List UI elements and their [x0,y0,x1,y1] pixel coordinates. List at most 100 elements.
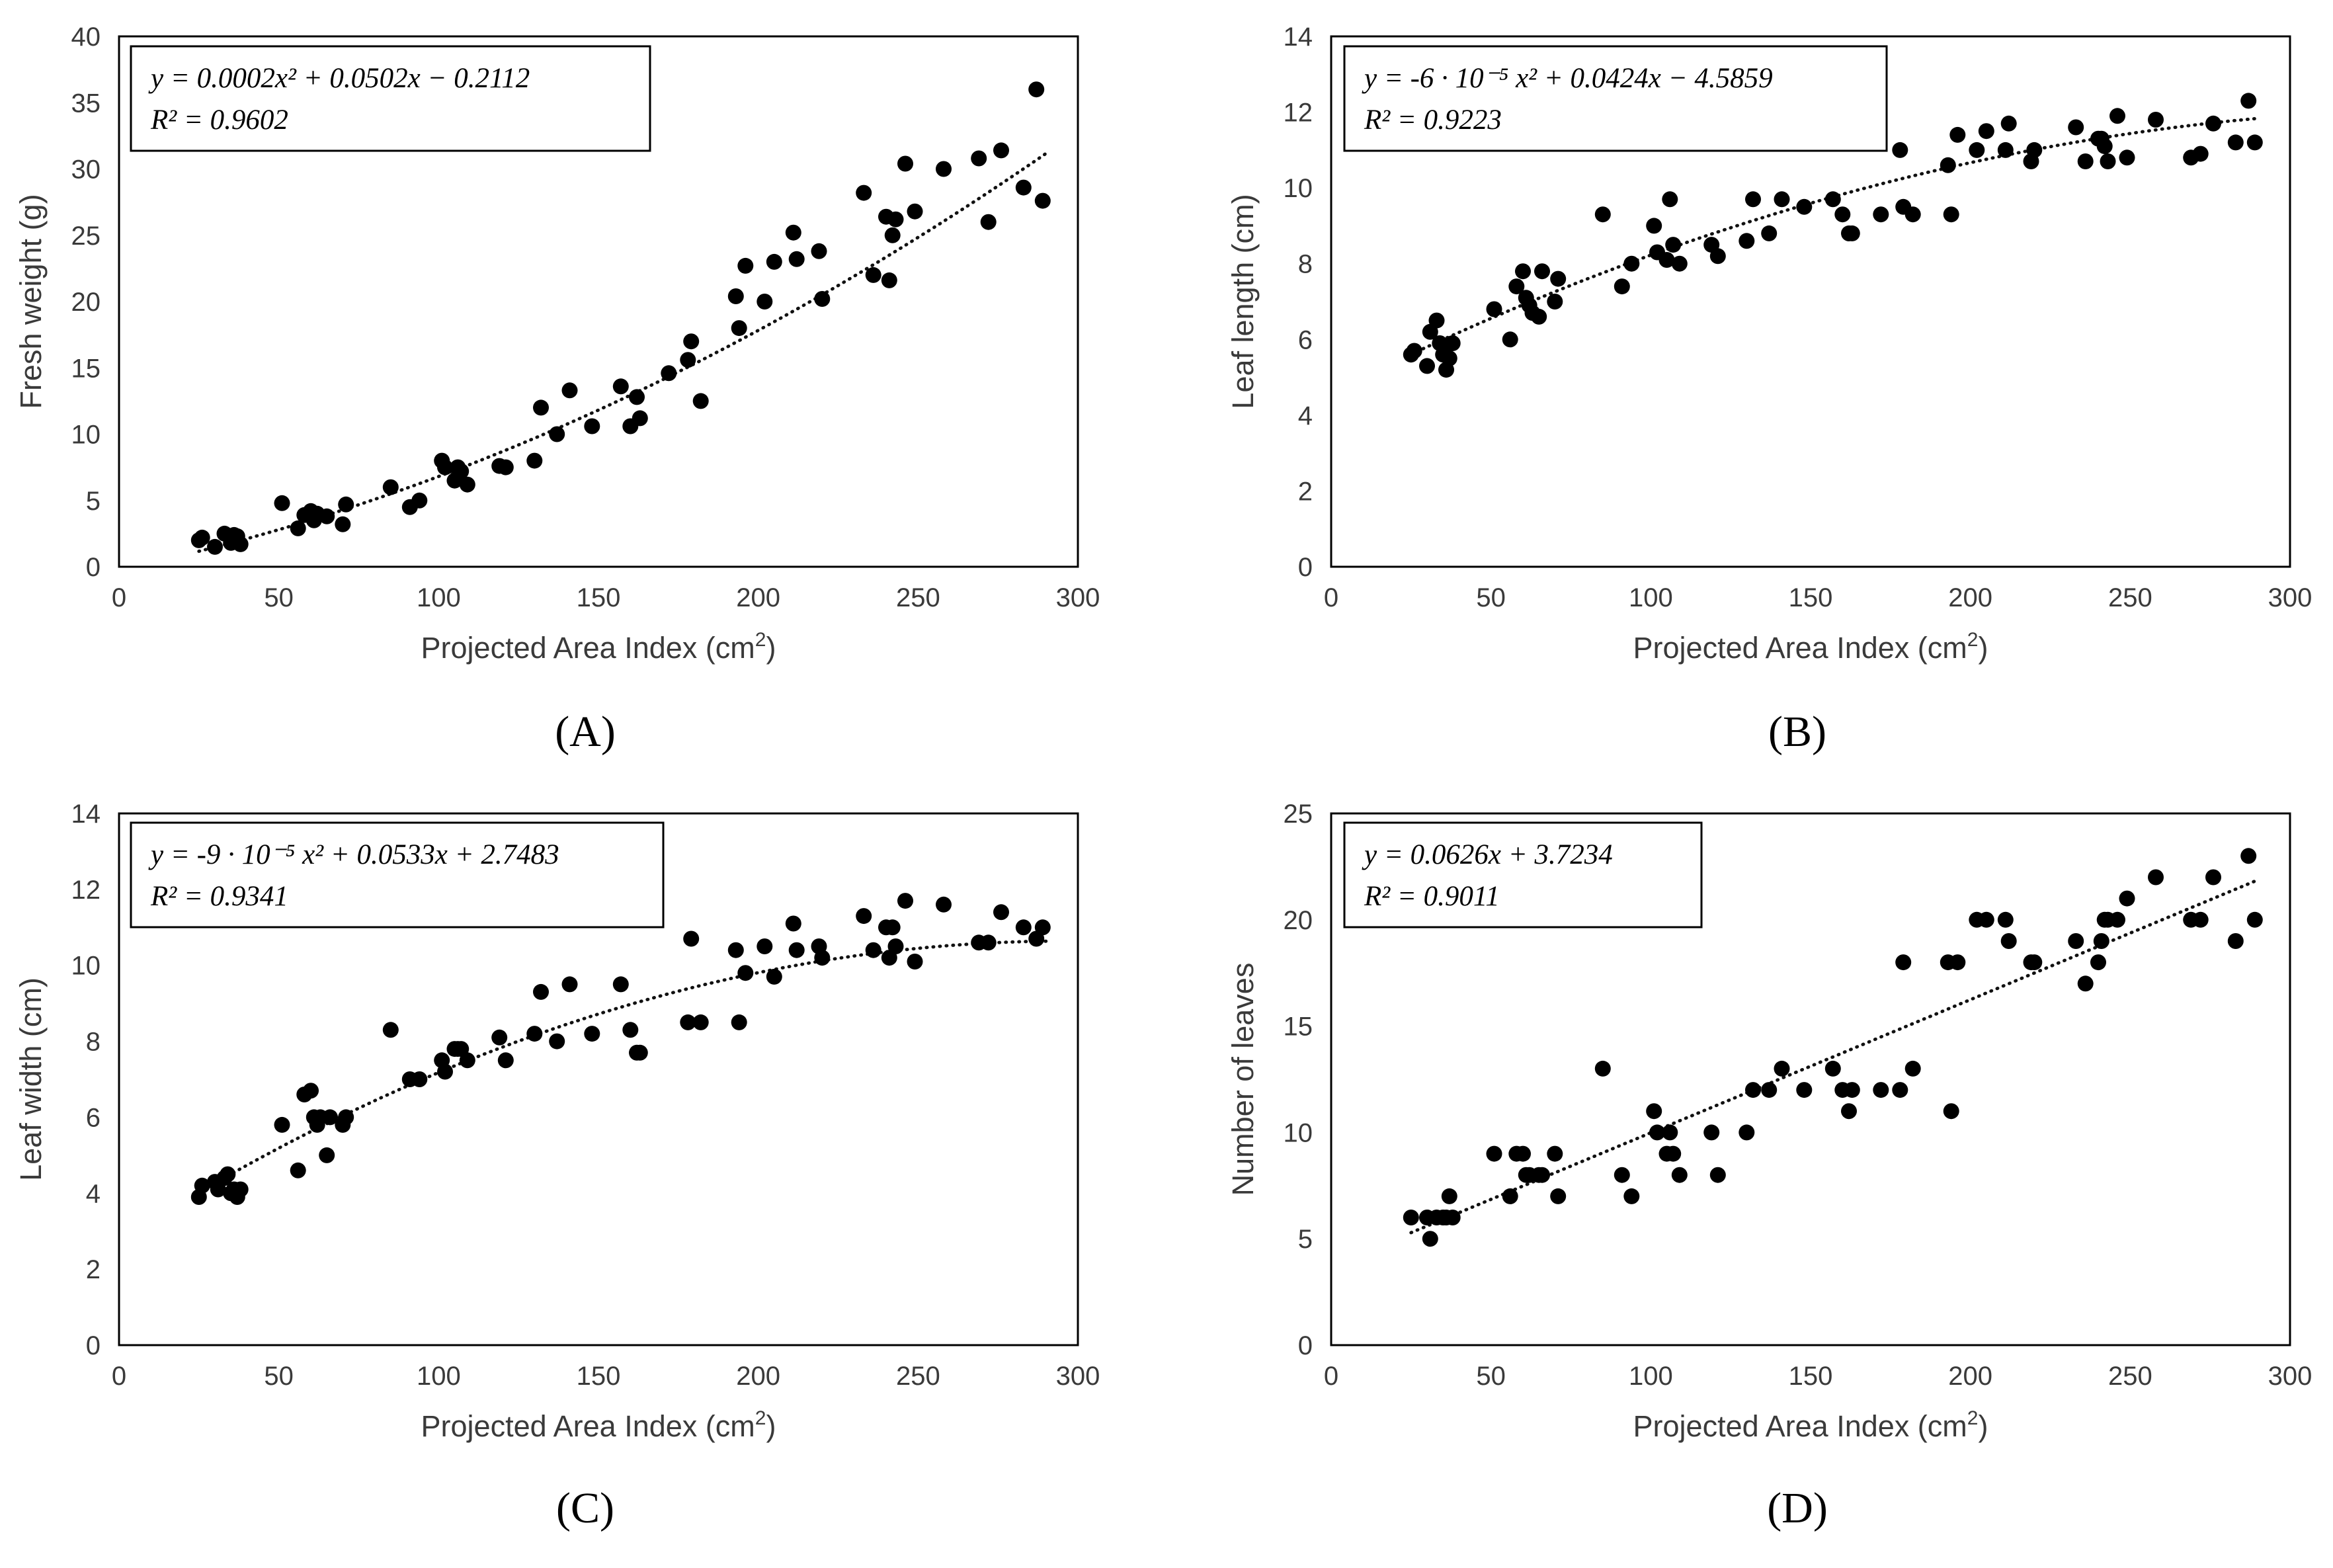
y-tick-label: 0 [1298,553,1313,582]
data-point [881,272,897,288]
data-point [497,1052,514,1069]
data-point [1444,1210,1461,1225]
equation-text: y = 0.0002x² + 0.0502x − 0.2112 [148,63,530,94]
y-tick-label: 15 [71,354,101,383]
x-axis-label-superscript: 2 [755,629,766,651]
data-point [338,1109,354,1126]
y-tick-label: 25 [1284,800,1313,829]
panel-label: (A) [555,708,616,756]
data-point [2077,975,2094,992]
x-tick-label: 50 [264,583,294,612]
data-point [612,976,629,993]
data-point [194,529,210,546]
data-point [2068,933,2084,949]
x-axis-label: Projected Area Index (cm2) [1633,629,1988,665]
data-point [2246,911,2263,928]
data-point [1940,157,1956,173]
data-point [980,934,997,951]
data-point [526,1026,543,1042]
data-point [2227,933,2244,949]
data-point [1796,1082,1813,1098]
data-point [1028,81,1045,98]
data-point [2109,108,2125,124]
data-point [411,492,428,509]
x-tick-label: 300 [1056,1362,1100,1391]
data-point [220,1166,236,1182]
x-tick-label: 300 [2268,583,2313,612]
equation-text: y = -9 · 10⁻⁵ x² + 0.0533x + 2.7483 [148,839,559,870]
data-point [1774,1060,1790,1077]
data-point [1745,1082,1761,1098]
y-tick-label: 14 [1284,22,1313,52]
chart-panel-c: 0 50 100 150 200 250 300 0 2 4 6 8 10 12 14 Projected A… [14,800,1100,1532]
data-point [2192,911,2209,928]
data-point [788,942,805,958]
chart-panel-d: 0 50 100 150 200 250 300 0 5 10 15 20 25 Projected Ar… [1226,800,2312,1532]
data-point [2096,138,2113,155]
y-tick-label: 5 [1298,1225,1313,1254]
y-tick-label: 4 [86,1179,101,1208]
data-point [737,257,754,274]
plot-area-border [118,35,1079,568]
data-point [785,915,801,932]
data-point [971,150,987,167]
x-axis-label-end: ) [766,1409,776,1443]
trendline [1409,116,2260,356]
data-point [1515,1145,1531,1162]
x-tick-label: 0 [1324,1362,1338,1391]
data-point [338,496,354,513]
plot-area-border [1330,35,2291,568]
data-point [897,155,913,172]
data-point [2000,115,2017,132]
data-point [1761,225,1778,241]
y-tick-label: 0 [86,553,101,582]
data-point [980,214,997,230]
y-tick-label: 8 [1298,250,1313,279]
x-tick-label: 0 [112,1362,126,1391]
data-point [1441,1188,1457,1204]
data-point [2119,149,2135,166]
data-point [274,1116,290,1133]
data-point [936,896,952,913]
data-point [1646,1103,1662,1120]
y-tick-label: 10 [1284,174,1313,203]
data-point [2205,869,2221,886]
data-point [632,1044,648,1061]
data-point [232,1181,249,1198]
x-tick-label: 0 [112,583,126,612]
x-tick-label: 100 [417,583,461,612]
data-point [1709,248,1726,265]
data-point [1665,1145,1682,1162]
data-point [549,1033,565,1050]
data-point [1997,142,2014,158]
x-axis-label-end: ) [766,631,776,665]
data-point [1665,237,1682,253]
data-point [1508,278,1525,295]
data-point [1841,1103,1857,1120]
data-point [1662,191,1678,208]
data-point [1515,263,1531,280]
y-tick-label: 35 [71,89,101,118]
data-point [1614,1167,1630,1183]
y-axis-label: Leaf length (cm) [1226,194,1260,409]
data-point [661,365,677,382]
data-point [727,942,744,958]
data-point [1441,350,1457,366]
equation-text: y = 0.0626x + 3.7234 [1362,839,1613,870]
data-point [692,1014,709,1030]
data-point [887,211,904,227]
data-point [1739,1124,1755,1141]
data-point [1873,1082,1889,1098]
x-tick-label: 200 [1948,583,1992,612]
data-point [785,224,801,241]
data-point [1486,301,1502,317]
data-point [865,942,881,958]
data-point [437,459,453,475]
data-point [1658,252,1675,268]
data-point [1904,1060,1921,1077]
data-point [1015,179,1032,196]
x-axis-label: Projected Area Index (cm2) [421,1407,776,1443]
y-axis-label: Number of leaves [1226,963,1260,1196]
data-point [788,251,805,267]
data-point [692,393,709,409]
